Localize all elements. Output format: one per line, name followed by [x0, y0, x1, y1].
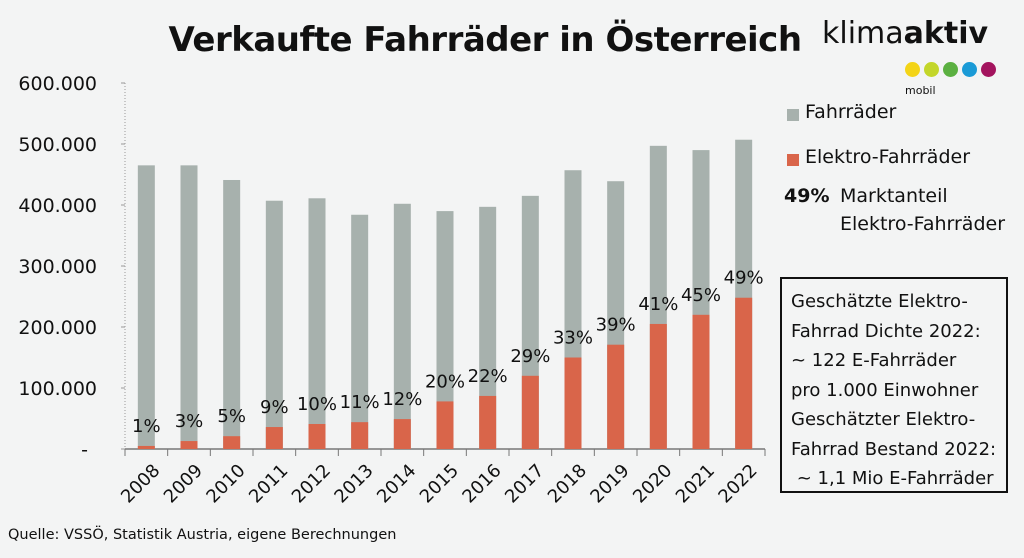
x-tick-label: 2013 [330, 460, 377, 507]
bar-elektro [180, 441, 198, 449]
x-tick-label: 2012 [288, 460, 335, 507]
data-label: 33% [553, 328, 593, 349]
x-tick-label: 2018 [544, 460, 591, 507]
bar-fahrraeder [180, 165, 198, 449]
legend-share-label-2: Elektro-Fahrräder [840, 213, 1006, 235]
x-tick-label: 2020 [629, 460, 676, 507]
bar-elektro [479, 395, 497, 449]
data-label: 20% [425, 371, 465, 392]
bar-fahrraeder [223, 179, 241, 450]
info-line: Geschätzte Elektro- [791, 291, 968, 312]
data-label: 10% [297, 394, 337, 415]
chart-title: Verkaufte Fahrräder in Österreich [168, 20, 802, 60]
bar-elektro [692, 314, 710, 449]
x-tick-label: 2017 [501, 460, 548, 507]
logo-dot [981, 62, 996, 77]
bar-fahrraeder [393, 203, 411, 449]
info-line: Fahrrad Dichte 2022: [791, 320, 981, 342]
legend-swatch-elektro [787, 154, 799, 166]
logo-text: klima [822, 16, 904, 51]
info-line: ~ 122 E-Fahrräder [791, 350, 957, 371]
info-line: Fahrrad Bestand 2022: [791, 438, 997, 460]
x-tick-label: 2016 [458, 460, 505, 507]
data-label: 12% [382, 389, 422, 410]
bar-elektro [649, 323, 667, 449]
info-line: ~ 1,1 Mio E-Fahrräder [791, 468, 994, 489]
logo-dot [905, 62, 920, 77]
data-label: 29% [510, 346, 550, 367]
x-tick-label: 2015 [416, 460, 463, 507]
bar-fahrraeder [137, 165, 155, 449]
y-tick-label: 300.000 [18, 256, 97, 278]
data-label: 11% [340, 392, 380, 413]
data-label: 41% [638, 294, 678, 315]
x-tick-label: 2021 [672, 460, 719, 507]
x-tick-label: 2008 [117, 460, 164, 507]
legend-swatch-fahrraeder [787, 109, 799, 121]
klimaaktiv-logo: klimaaktiv [822, 16, 988, 51]
source-note: Quelle: VSSÖ, Statistik Austria, eigene … [8, 527, 397, 543]
bar-elektro [607, 344, 625, 449]
logo-dot [962, 62, 977, 77]
logo-dots [905, 62, 996, 77]
bar-elektro [564, 357, 582, 449]
y-tick-label: - [81, 439, 88, 461]
data-label: 9% [260, 397, 289, 418]
y-tick-label: 500.000 [18, 134, 97, 156]
bar-elektro [436, 401, 454, 449]
data-label: 45% [681, 285, 721, 306]
logo-dot [943, 62, 958, 77]
legend-label-fahrraeder: Fahrräder [805, 101, 897, 123]
bar-fahrraeder [479, 206, 497, 449]
x-tick-label: 2019 [586, 460, 633, 507]
data-label: 39% [596, 315, 636, 336]
legend-share-label-1: Marktanteil [840, 185, 948, 207]
y-tick-label: 200.000 [18, 317, 97, 339]
info-line: pro 1.000 Einwohner [791, 379, 979, 401]
data-label: 22% [468, 366, 508, 387]
bar-elektro [223, 436, 241, 449]
legend-label-elektro: Elektro-Fahrräder [805, 146, 971, 168]
bar-elektro [308, 423, 326, 449]
bar-fahrraeder [265, 200, 283, 449]
data-label: 1% [132, 416, 161, 437]
bar-fahrraeder [436, 211, 454, 449]
info-box: Geschätzte Elektro- Fahrrad Dichte 2022:… [780, 277, 1008, 493]
x-tick-label: 2010 [202, 460, 249, 507]
logo-subtitle: mobil [905, 84, 936, 97]
info-line: Geschätzter Elektro- [791, 409, 976, 430]
bar-elektro [137, 445, 155, 449]
x-tick-label: 2014 [373, 460, 420, 507]
bar-elektro [735, 297, 753, 449]
data-label: 49% [724, 268, 764, 289]
y-tick-label: 400.000 [18, 195, 97, 217]
x-tick-label: 2011 [245, 460, 292, 507]
x-tick-label: 2022 [714, 460, 761, 507]
bar-fahrraeder [308, 198, 326, 449]
data-label: 5% [217, 406, 246, 427]
data-label: 3% [175, 411, 204, 432]
y-tick-label: 100.000 [18, 378, 97, 400]
y-tick-label: 600.000 [18, 73, 97, 95]
bar-elektro [351, 422, 369, 449]
logo-dot [924, 62, 939, 77]
legend-share-value: 49% [784, 185, 830, 207]
bar-elektro [265, 427, 283, 449]
x-tick-label: 2009 [160, 460, 207, 507]
logo-text-bold: aktiv [903, 16, 989, 51]
bar-fahrraeder [351, 214, 369, 449]
bar-elektro [393, 419, 411, 449]
bar-elektro [521, 375, 539, 449]
